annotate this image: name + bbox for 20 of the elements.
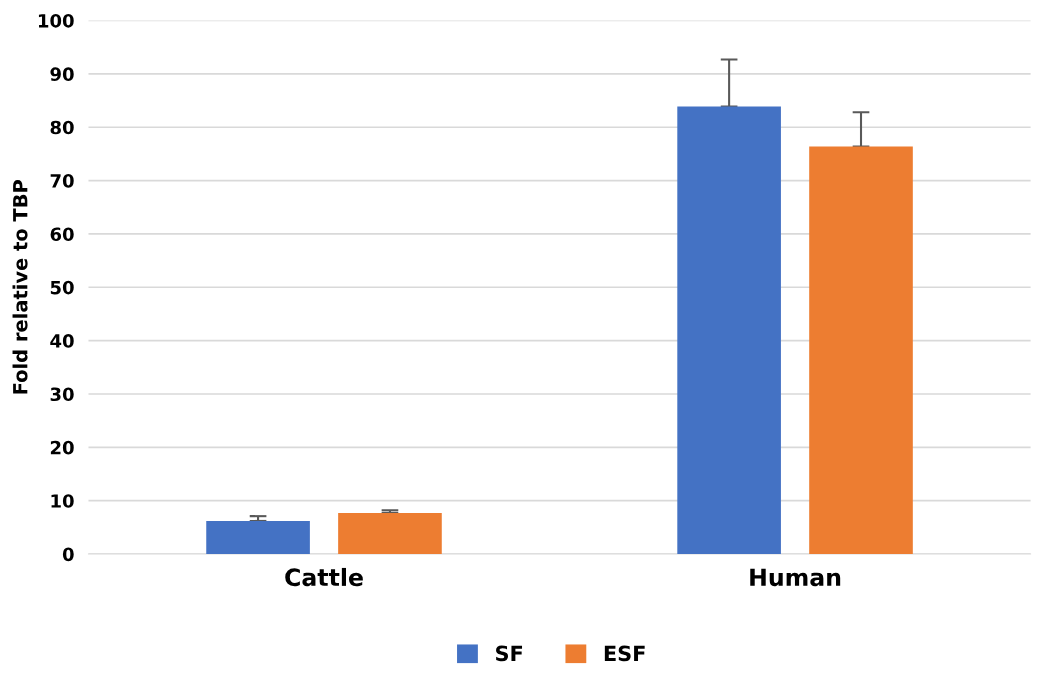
bar bbox=[206, 520, 310, 555]
bar bbox=[677, 106, 781, 555]
y-tick-label: 60 bbox=[50, 227, 74, 242]
x-tick-label: Cattle bbox=[285, 567, 363, 587]
y-tick-label: 30 bbox=[50, 387, 74, 402]
legend-label: SF bbox=[496, 645, 523, 662]
y-tick-label: 40 bbox=[50, 334, 74, 348]
y-tick-label: 10 bbox=[51, 494, 74, 508]
y-tick-label: 100 bbox=[38, 13, 74, 28]
x-tick-label: Human bbox=[750, 568, 841, 587]
bar bbox=[809, 146, 913, 555]
bar bbox=[338, 512, 442, 555]
legend-label: ESF bbox=[604, 645, 645, 662]
y-tick-label: 0 bbox=[62, 547, 74, 562]
y-tick-label: 70 bbox=[50, 174, 74, 188]
y-axis-title: Fold relative to TBP bbox=[12, 180, 28, 394]
y-tick-label: 20 bbox=[50, 440, 74, 455]
y-tick-label: 80 bbox=[50, 120, 74, 135]
y-tick-label: 50 bbox=[50, 280, 74, 295]
y-tick-label: 90 bbox=[50, 67, 74, 81]
